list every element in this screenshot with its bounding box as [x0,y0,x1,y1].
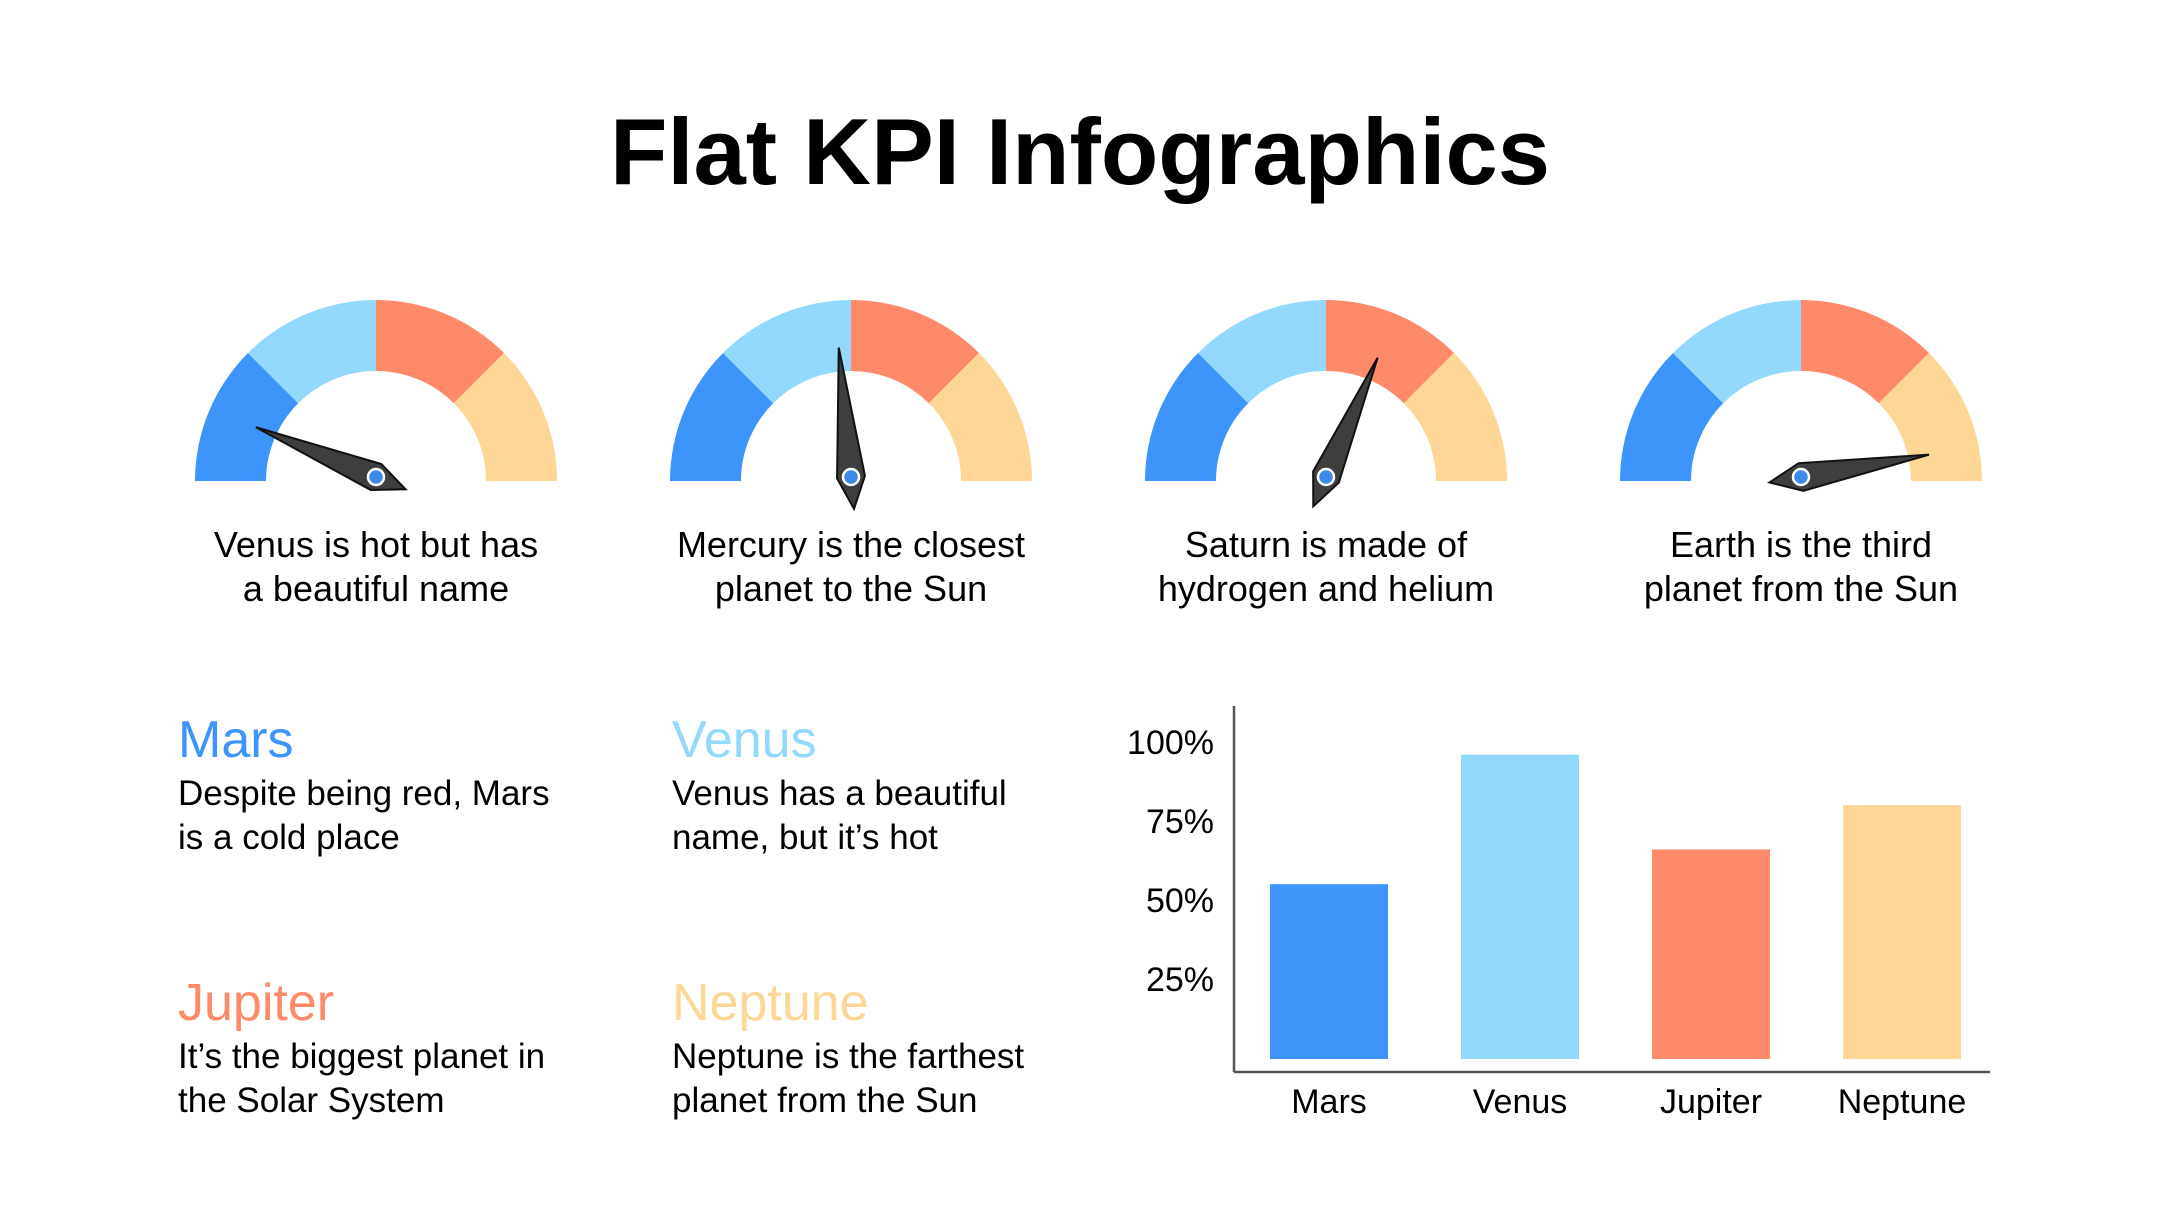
gauge-segment-peach [928,353,1032,481]
planet-description: It’s the biggest planet in the Solar Sys… [178,1037,546,1120]
bar-chart: 25% 50% 75% 100% Mars Venus Jupiter Neptune [1100,690,2020,1130]
gauge-1 [194,292,558,492]
bar-neptune [1843,805,1961,1059]
gauge-needle [836,347,866,512]
gauge-segment-light-blue [1198,300,1326,404]
gauge-segment-peach [1878,353,1982,481]
gauge-segment-light-blue [723,300,851,404]
gauge-segment-blue [1620,353,1724,481]
gauge-3-caption: Saturn is made of hydrogen and helium [1157,524,1495,609]
gauge-needle [1767,453,1930,492]
x-tick-label: Neptune [1838,1083,1967,1121]
x-tick-label: Jupiter [1660,1083,1762,1121]
planet-block-neptune: Neptune Neptune is the farthest planet f… [672,973,1112,1123]
page-title: Flat KPI Infographics [609,99,1551,204]
bar-mars [1270,884,1388,1059]
gauge-svg [670,300,1032,512]
gauge-segment-coral [851,300,979,404]
y-tick-label: 50% [1146,882,1214,920]
gauge-segment-light-blue [248,300,376,404]
planet-name: Venus [672,711,817,769]
gauge-pivot [1791,467,1811,487]
gauge-segment-light-blue [1673,300,1801,404]
x-tick-label: Mars [1291,1083,1367,1121]
planet-description: Despite being red, Mars is a cold place [178,774,550,857]
gauge-1-caption: Venus is hot but has a beautiful name [213,524,539,609]
bar-jupiter [1652,849,1770,1059]
planet-name: Jupiter [178,974,335,1032]
gauge-2 [669,292,1033,512]
bar-chart-svg: 25% 50% 75% 100% Mars Venus Jupiter Neptune [1127,706,1990,1121]
gauge-segment-blue [670,353,774,481]
gauge-svg [1620,300,1982,492]
gauge-segment-coral [376,300,504,404]
gauge-2-caption: Mercury is the closest planet to the Sun [676,524,1026,609]
gauge-segment-peach [1403,353,1507,481]
bar-venus [1461,754,1579,1059]
planet-block-jupiter: Jupiter It’s the biggest planet in the S… [178,973,618,1123]
planet-name: Mars [178,711,294,769]
planet-block-venus: Venus Venus has a beautiful name, but it… [672,710,1112,860]
gauge-pivot [841,467,861,487]
planet-description: Neptune is the farthest planet from the … [672,1037,1025,1120]
gauge-4-caption: Earth is the third planet from the Sun [1643,524,1959,609]
gauge-pivot [366,467,386,487]
gauge-segment-blue [195,353,299,481]
gauge-segment-blue [1145,353,1249,481]
gauge-segment-coral [1801,300,1929,404]
gauge-3 [1144,292,1508,509]
gauge-svg [1145,300,1507,509]
gauge-svg [195,300,557,491]
planet-block-mars: Mars Despite being red, Mars is a cold p… [178,710,618,860]
x-tick-label: Venus [1473,1083,1568,1121]
gauge-segment-coral [1326,300,1454,404]
planet-name: Neptune [672,974,869,1032]
y-tick-label: 25% [1146,961,1214,999]
planet-description: Venus has a beautiful name, but it’s hot [672,774,1007,857]
gauge-pivot [1316,467,1336,487]
y-tick-label: 75% [1146,803,1214,841]
gauge-4 [1619,292,1983,492]
gauge-segment-peach [453,353,557,481]
y-tick-label: 100% [1127,724,1214,762]
